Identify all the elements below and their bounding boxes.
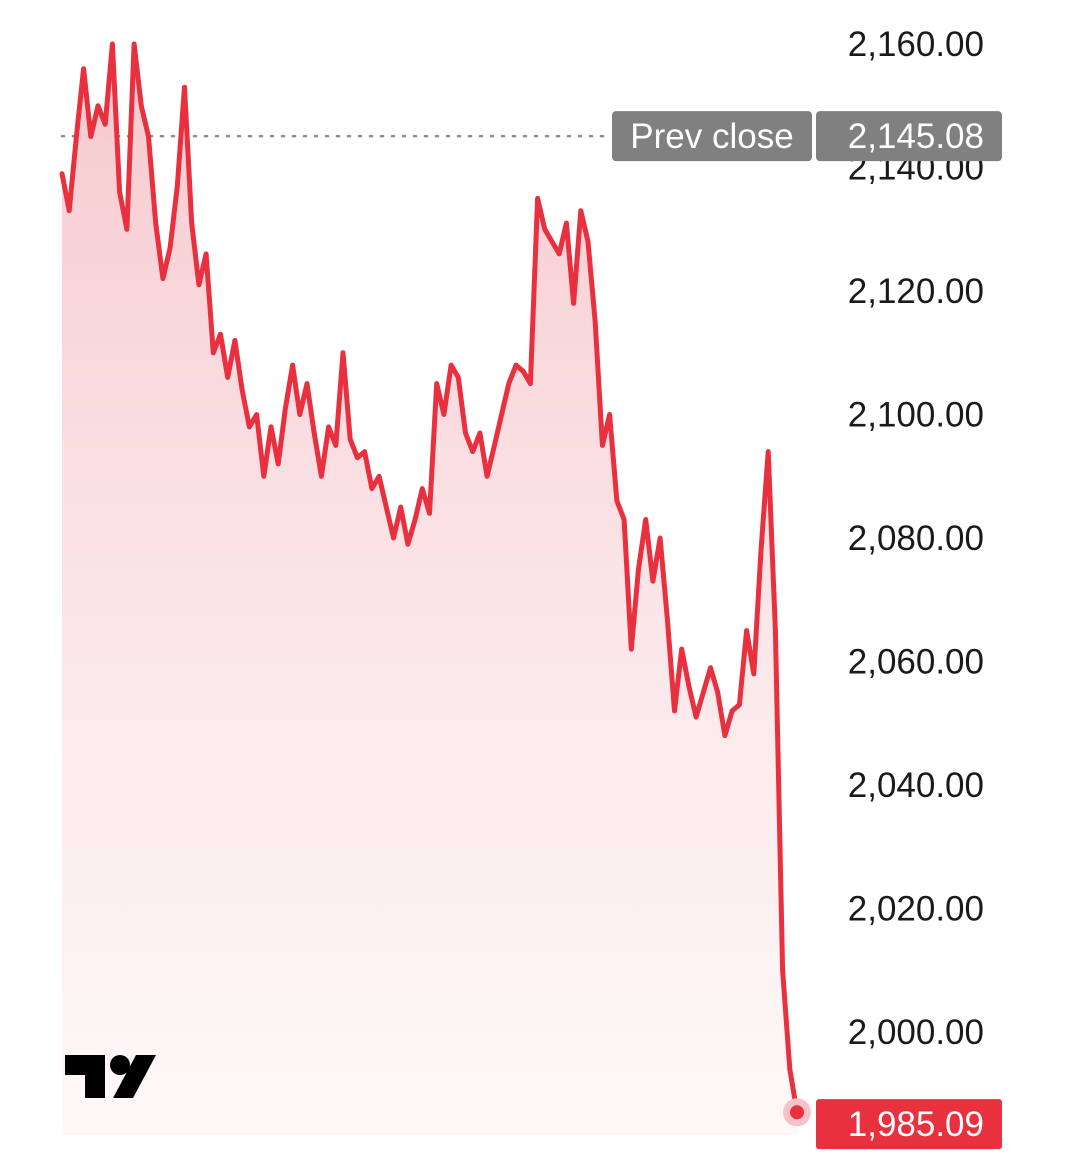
last-price-value: 1,985.09 xyxy=(848,1105,984,1144)
price-line xyxy=(59,41,800,1115)
y-tick-label: 2,060.00 xyxy=(848,643,984,682)
y-tick-label: 2,000.00 xyxy=(848,1013,984,1052)
last-price-marker xyxy=(783,1098,811,1127)
last-price-box xyxy=(816,1099,1002,1150)
last-price-marker-dot xyxy=(790,1105,804,1120)
y-tick-label: 2,160.00 xyxy=(848,25,984,64)
y-tick-label: 2,020.00 xyxy=(848,890,984,929)
y-tick-label: 2,080.00 xyxy=(848,519,984,558)
last-price-badge: 1,985.09 xyxy=(816,1099,1002,1150)
prev-close-value-box xyxy=(816,111,1002,162)
y-tick-label: 2,100.00 xyxy=(848,396,984,435)
prev-close-label: Prev close xyxy=(630,117,793,156)
prev-close-value: 2,145.08 xyxy=(848,117,984,156)
y-axis: 2,160.002,140.002,120.002,100.002,080.00… xyxy=(848,25,984,1052)
price-area-fill xyxy=(62,44,797,1135)
y-tick-label: 2,120.00 xyxy=(848,272,984,311)
y-tick-label: 2,040.00 xyxy=(848,766,984,805)
prev-close-label-box xyxy=(612,111,812,162)
prev-close-badge[interactable]: Prev close 2,145.08 xyxy=(612,111,1002,162)
tradingview-logo-icon[interactable] xyxy=(65,1055,156,1098)
